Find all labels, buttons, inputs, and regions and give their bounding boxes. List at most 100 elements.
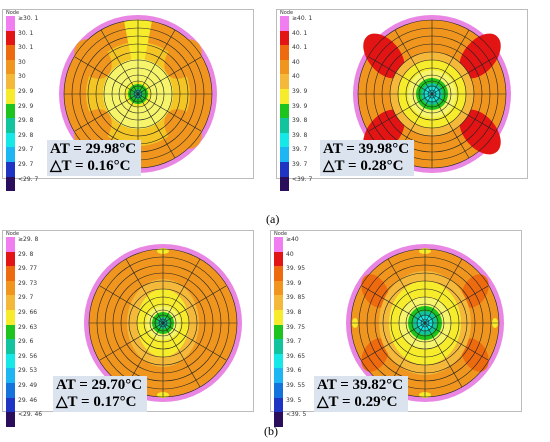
legend: Node ≥40 40 39. 95 39. 9 39. 85 39. 8 39… xyxy=(274,231,314,427)
legend-swatch xyxy=(280,45,289,60)
legend-title: Node xyxy=(280,10,294,16)
legend-label: 39. 5 xyxy=(286,396,302,404)
legend-label: 30. 1 xyxy=(18,44,34,52)
legend-label: 39. 8 xyxy=(286,308,302,316)
temperature-note: AT = 29.70°C △T = 0.17°C xyxy=(53,376,148,412)
panel-b-left: Node ≥29. 8 29. 8 29. 77 29. 73 29. 7 29… xyxy=(2,230,254,427)
legend-title: Node xyxy=(6,231,20,237)
legend-label: 39. 95 xyxy=(286,265,306,273)
legend-label: 39. 9 xyxy=(292,102,308,110)
legend-swatch xyxy=(280,88,289,104)
legend-swatch xyxy=(6,118,15,133)
legend-swatch xyxy=(280,161,289,177)
legend-swatch xyxy=(6,147,15,162)
legend-swatch xyxy=(6,176,15,192)
legend-label: 29. 63 xyxy=(18,323,38,331)
legend-label: 40 xyxy=(292,73,300,81)
legend-swatch xyxy=(6,59,15,75)
legend-swatch xyxy=(6,368,15,383)
average-temperature: AT = 39.82°C xyxy=(317,377,404,393)
legend-label: <39. 7 xyxy=(292,175,313,183)
temperature-difference: △T = 0.17°C xyxy=(56,394,137,410)
legend-label: 29. 9 xyxy=(18,102,34,110)
legend-swatch xyxy=(6,397,15,413)
legend-label: 29. 8 xyxy=(18,131,34,139)
legend-label: 39. 65 xyxy=(286,352,306,360)
caption-b: (b) xyxy=(264,424,278,438)
legend-label: <39. 5 xyxy=(286,411,307,419)
legend-label: ≥40 xyxy=(286,236,299,243)
legend-label: 40. 1 xyxy=(292,44,308,52)
legend-swatch xyxy=(274,251,283,267)
legend-label: 39. 85 xyxy=(286,294,306,302)
legend-label: 29. 56 xyxy=(18,352,38,360)
legend-label: 39. 55 xyxy=(286,381,306,389)
legend-label: 30 xyxy=(18,73,26,81)
temperature-difference: △T = 0.28°C xyxy=(323,158,404,174)
legend-swatch xyxy=(274,237,283,252)
legend-label: 39. 7 xyxy=(292,160,308,168)
legend-swatch xyxy=(6,103,15,119)
legend-swatch xyxy=(6,382,15,398)
legend-swatch xyxy=(280,30,289,46)
temperature-difference: △T = 0.16°C xyxy=(50,158,131,174)
legend-swatch xyxy=(280,132,289,148)
legend-swatch xyxy=(6,339,15,354)
legend-label: ≥30. 1 xyxy=(18,15,39,22)
panel-a-left: Node ≥30. 1 30. 1 30. 1 30 30 29. 9 29. … xyxy=(2,9,254,192)
legend-swatch xyxy=(274,397,283,413)
legend-label: 29. 9 xyxy=(18,87,34,95)
legend-label: 29. 49 xyxy=(18,381,38,389)
legend-swatch xyxy=(6,280,15,296)
legend-swatch xyxy=(274,339,283,354)
legend-label: 29. 6 xyxy=(18,338,34,346)
legend-label: 29. 66 xyxy=(18,308,38,316)
legend-swatch xyxy=(6,266,15,281)
legend-title: Node xyxy=(274,231,288,237)
legend-label: 29. 73 xyxy=(18,279,38,287)
legend-label: ≥29. 8 xyxy=(18,236,39,243)
legend-label: 29. 77 xyxy=(18,265,38,273)
panel-a-right: Node ≥40. 1 40. 1 40. 1 40 40 39. 9 39. … xyxy=(276,9,528,192)
legend-swatch xyxy=(274,368,283,383)
legend-swatch xyxy=(6,161,15,177)
legend-swatch xyxy=(6,16,15,31)
legend-swatch xyxy=(6,295,15,310)
legend-label: 29. 8 xyxy=(18,250,34,258)
legend-label: 29. 7 xyxy=(18,294,34,302)
contour-disk xyxy=(346,244,504,402)
legend-label: 39. 9 xyxy=(292,87,308,95)
legend-label: 40 xyxy=(286,250,294,258)
legend-swatch xyxy=(6,309,15,325)
contour-disk xyxy=(59,15,217,173)
legend-label: <29. 7 xyxy=(18,175,39,183)
legend-swatch xyxy=(6,30,15,46)
legend-swatch xyxy=(280,74,289,89)
legend-label: 39. 7 xyxy=(292,146,308,154)
legend-swatch xyxy=(280,16,289,31)
legend-swatch xyxy=(280,118,289,133)
legend-label: 39. 8 xyxy=(292,117,308,125)
legend-label: 39. 8 xyxy=(292,131,308,139)
caption-a: (a) xyxy=(266,212,280,226)
legend: Node ≥29. 8 29. 8 29. 77 29. 73 29. 7 29… xyxy=(6,231,46,427)
temperature-note: AT = 39.98°C △T = 0.28°C xyxy=(320,140,415,176)
legend-swatch xyxy=(280,103,289,119)
legend-label: 40 xyxy=(292,58,300,66)
legend-swatch xyxy=(6,88,15,104)
average-temperature: AT = 29.70°C xyxy=(56,377,143,393)
legend-swatch xyxy=(274,309,283,325)
legend-label: 30. 1 xyxy=(18,29,34,37)
legend-title: Node xyxy=(6,10,20,16)
legend-swatch xyxy=(6,412,15,427)
legend-label: 30 xyxy=(18,58,26,66)
legend-swatch xyxy=(280,147,289,162)
legend-swatch xyxy=(274,412,283,427)
temperature-note: AT = 39.82°C △T = 0.29°C xyxy=(314,376,409,412)
legend: Node ≥30. 1 30. 1 30. 1 30 30 29. 9 29. … xyxy=(6,10,46,192)
legend-swatch xyxy=(274,382,283,398)
legend-swatch xyxy=(6,45,15,60)
legend-label: <29. 46 xyxy=(18,411,43,419)
legend-label: 39. 6 xyxy=(286,367,302,375)
legend-label: 40. 1 xyxy=(292,29,308,37)
